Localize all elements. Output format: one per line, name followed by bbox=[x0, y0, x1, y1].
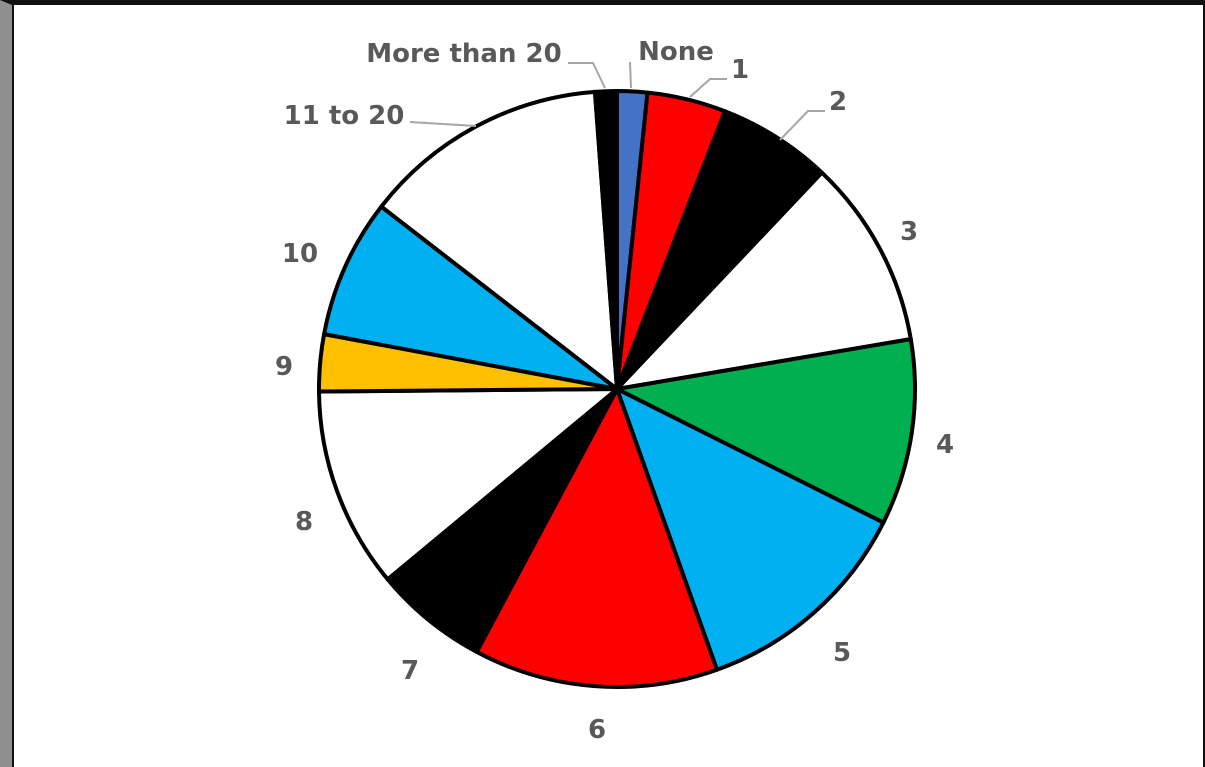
slice-label-8: 8 bbox=[295, 507, 313, 537]
pie-slices bbox=[317, 89, 917, 689]
slice-label-11-to-20: 11 to 20 bbox=[284, 101, 405, 131]
chart-inner-border bbox=[12, 5, 1203, 767]
slice-label-6: 6 bbox=[588, 715, 606, 745]
slice-label-5: 5 bbox=[833, 638, 851, 668]
slice-label-more-than-20: More than 20 bbox=[366, 39, 561, 69]
slice-label-10: 10 bbox=[282, 239, 318, 269]
pie-slice-2 bbox=[615, 109, 824, 391]
leader-lines bbox=[409, 61, 825, 141]
slice-label-2: 2 bbox=[829, 87, 847, 117]
slice-label-4: 4 bbox=[936, 430, 954, 460]
leader-line-2 bbox=[779, 110, 825, 141]
slice-label-3: 3 bbox=[900, 217, 918, 247]
pie-slice-10 bbox=[322, 204, 619, 391]
pie-slice-7 bbox=[385, 387, 619, 654]
pie-slice-6 bbox=[474, 387, 719, 689]
leader-line-none bbox=[629, 61, 632, 89]
pie-slice-5 bbox=[615, 387, 886, 672]
pie-slice-more-than-20 bbox=[592, 89, 619, 391]
leader-line-1 bbox=[689, 78, 727, 98]
pie-slice-4 bbox=[615, 337, 917, 525]
slice-labels: None 1 2 3 4 5 6 7 8 9 10 11 to 20 More than 20 bbox=[275, 37, 954, 745]
pie-slice-8 bbox=[317, 387, 619, 582]
leader-line-more-than-20 bbox=[568, 62, 606, 89]
slice-label-9: 9 bbox=[275, 352, 293, 382]
slice-label-1: 1 bbox=[731, 55, 749, 85]
slice-label-7: 7 bbox=[401, 656, 419, 686]
pie-slice-3 bbox=[615, 170, 913, 391]
leader-line-11-to-20 bbox=[409, 121, 477, 127]
slice-label-none: None bbox=[638, 37, 714, 67]
